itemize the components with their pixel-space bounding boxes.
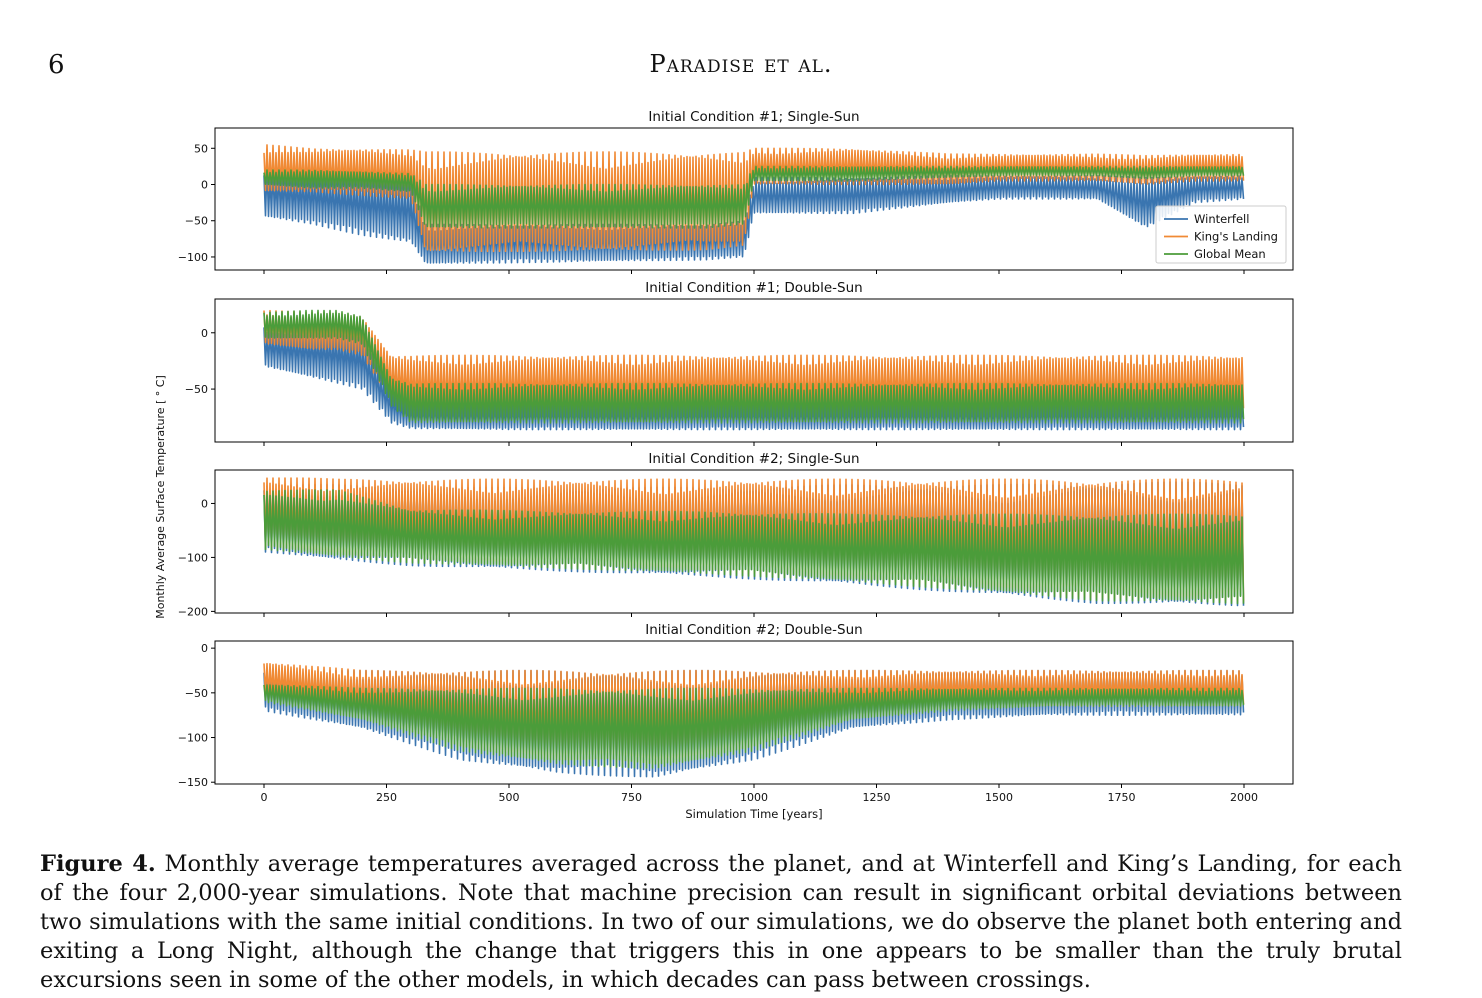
y-tick-label: −50: [185, 215, 208, 228]
chart-panel-4: Initial Condition #2; Double-Sun 0 −50 −100…: [178, 622, 1294, 821]
series-global-mean: [263, 489, 1245, 605]
x-tick-label: 1000: [740, 791, 768, 804]
plot-area: [263, 662, 1245, 778]
figure-4: Initial Condition #1; Single-Sun500−50−1…: [154, 109, 1294, 821]
y-tick-label: −200: [178, 605, 208, 618]
caption-label: Figure 4.: [40, 851, 156, 877]
y-tick-label: −100: [178, 251, 208, 264]
x-tick-label: 0: [261, 791, 268, 804]
chart-title: Initial Condition #2; Double-Sun: [645, 622, 863, 638]
y-tick-label: 0: [201, 497, 208, 510]
x-axis-label: Simulation Time [years]: [685, 807, 822, 821]
series-global-mean: [263, 309, 1245, 424]
series-global-mean: [263, 165, 1245, 229]
y-tick-label: 0: [201, 642, 208, 655]
running-head: Paradise et al.: [649, 50, 833, 78]
chart-title: Initial Condition #1; Single-Sun: [648, 109, 859, 125]
chart-title: Initial Condition #1; Double-Sun: [645, 280, 863, 296]
x-tick-label: 1250: [863, 791, 891, 804]
shared-y-axis-label: Monthly Average Surface Temperature [ ° …: [154, 375, 167, 619]
x-tick-label: 1750: [1108, 791, 1136, 804]
series-global-mean: [263, 684, 1245, 769]
plot-area: [263, 309, 1245, 431]
y-tick-label: 0: [201, 179, 208, 192]
legend-label: Global Mean: [1194, 247, 1266, 261]
plot-area: [263, 144, 1245, 264]
y-tick-label: 0: [201, 327, 208, 340]
legend: Winterfell King's Landing Global Mean: [1155, 205, 1287, 264]
chart-title: Initial Condition #2; Single-Sun: [648, 451, 859, 467]
x-tick-label: 2000: [1230, 791, 1258, 804]
x-tick-label: 500: [499, 791, 520, 804]
legend-label: Winterfell: [1194, 212, 1249, 226]
y-tick-label: −50: [185, 687, 208, 700]
plot-area: [263, 477, 1245, 607]
chart-panel-2: Initial Condition #1; Double-Sun 0 −50: [185, 280, 1294, 446]
y-tick-label: −100: [178, 732, 208, 745]
series-king-s-landing: [263, 144, 1245, 253]
y-tick-label: −50: [185, 383, 208, 396]
y-tick-label: 50: [194, 142, 208, 155]
chart-panel-1: Initial Condition #1; Single-Sun 50 0 −50 −1…: [178, 109, 1294, 274]
figure-caption: Figure 4. Monthly average temperatures a…: [40, 850, 1402, 995]
chart-panel-3: Initial Condition #2; Single-Sun 0 −100 −20…: [178, 451, 1294, 618]
page-number: 6: [48, 50, 65, 80]
caption-text: Monthly average temperatures averaged ac…: [40, 851, 1403, 993]
x-tick-label: 750: [621, 791, 642, 804]
legend-label: King's Landing: [1194, 230, 1278, 244]
series-winterfell: [263, 165, 1245, 264]
y-tick-label: −100: [178, 551, 208, 564]
legend-box: [1155, 205, 1287, 264]
y-tick-label: −150: [178, 776, 208, 789]
x-tick-label: 1500: [985, 791, 1013, 804]
x-tick-label: 250: [376, 791, 397, 804]
